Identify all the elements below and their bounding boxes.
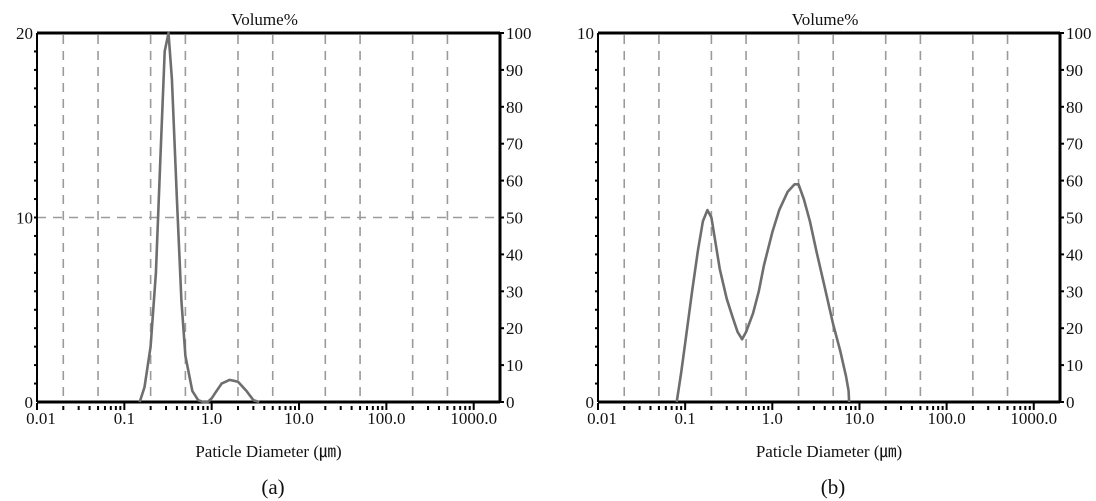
- y-right-tick-label: 10: [506, 356, 523, 375]
- y-right-tick-label: 20: [506, 319, 523, 338]
- y-right-tick-label: 40: [1066, 245, 1083, 264]
- y-left-tick-label: 0: [25, 393, 34, 412]
- y-right-tick-label: 80: [506, 98, 523, 117]
- y-right-tick-label: 90: [1066, 61, 1083, 80]
- x-axis-label: Paticle Diameter (㎛): [756, 442, 902, 462]
- y-right-tick-label: 70: [506, 135, 523, 154]
- y-right-tick-label: 50: [506, 209, 523, 228]
- y-right-tick-label: 0: [506, 393, 515, 412]
- y-left-tick-label: 0: [586, 393, 595, 412]
- y-left-tick-label: 10: [16, 209, 33, 228]
- y-right-tick-label: 20: [1066, 319, 1083, 338]
- x-tick-label: 1.0: [201, 409, 222, 428]
- y-right-tick-label: 0: [1066, 393, 1075, 412]
- x-tick-label: 10.0: [284, 409, 314, 428]
- x-tick-label: 0.1: [675, 409, 696, 428]
- y-right-tick-label: 30: [1066, 282, 1083, 301]
- x-tick-label: 1.0: [762, 409, 783, 428]
- chart-panel-a: 0.01 0.1 1.0 10.0 100.0 1000.0 0 10 20 0 10 20 30 40 5…: [16, 10, 532, 499]
- y-right-tick-label: 30: [506, 282, 523, 301]
- y-right-tick-label: 90: [506, 61, 523, 80]
- x-tick-label: 1000.0: [1010, 409, 1057, 428]
- y-left-tick-label: 10: [577, 24, 594, 43]
- y-right-tick-label: 70: [1066, 135, 1083, 154]
- y-right-tick-label: 40: [506, 245, 523, 264]
- y-right-tick-label: 10: [1066, 356, 1083, 375]
- x-tick-label: 0.01: [26, 409, 56, 428]
- x-tick-label: 1000.0: [450, 409, 497, 428]
- panel-caption: (b): [821, 475, 846, 499]
- y-right-tick-label: 100: [506, 24, 532, 43]
- x-tick-label: 100.0: [927, 409, 965, 428]
- x-axis-label: Paticle Diameter (㎛): [195, 442, 341, 462]
- chart-panel-b: 0.01 0.1 1.0 10.0 100.0 1000.0010010203040506…: [577, 10, 1092, 499]
- y-right-tick-label: 60: [1066, 172, 1083, 191]
- chart-title: Volume%: [792, 10, 859, 29]
- y-left-tick-label: 20: [16, 24, 33, 43]
- x-tick-label: 0.01: [587, 409, 617, 428]
- x-tick-label: 0.1: [114, 409, 135, 428]
- y-right-tick-label: 80: [1066, 98, 1083, 117]
- chart-title: Volume%: [231, 10, 298, 29]
- panel-caption: (a): [261, 475, 284, 499]
- y-right-tick-label: 100: [1066, 24, 1092, 43]
- y-right-tick-label: 60: [506, 172, 523, 191]
- x-tick-label: 100.0: [367, 409, 405, 428]
- x-tick-label: 10.0: [845, 409, 875, 428]
- data-series-line-0: [675, 183, 851, 403]
- y-right-tick-label: 50: [1066, 209, 1083, 228]
- data-series-line-0: [138, 31, 260, 404]
